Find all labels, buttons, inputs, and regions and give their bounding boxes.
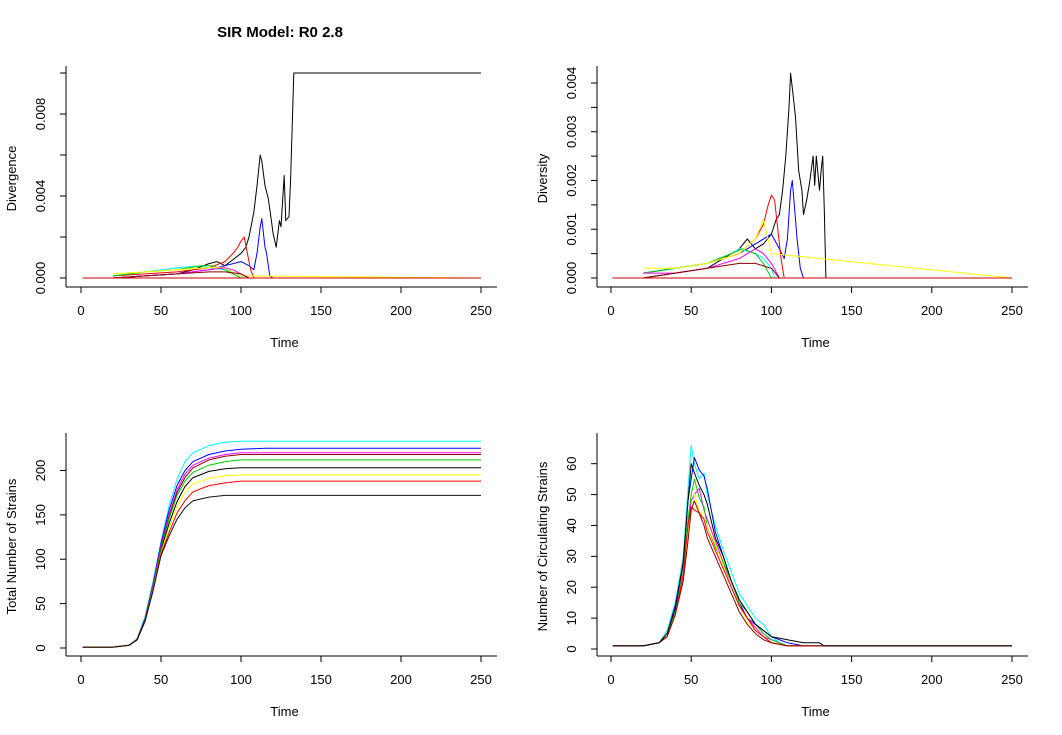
y-tick-label: 0.001 <box>564 213 579 246</box>
y-axis-label: Total Number of Strains <box>4 478 19 614</box>
x-tick-label: 100 <box>230 303 252 318</box>
series-line <box>112 271 481 279</box>
x-tick-label: 0 <box>77 303 84 318</box>
x-axis-label: Time <box>270 335 298 350</box>
y-tick-label: 40 <box>564 518 579 532</box>
x-tick-label: 50 <box>684 303 698 318</box>
y-axis-label: Number of Circulating Strains <box>535 461 550 631</box>
y-tick-label: 50 <box>564 487 579 501</box>
y-tick-label: 100 <box>33 548 48 570</box>
x-tick-label: 250 <box>1001 303 1023 318</box>
series-line <box>112 236 481 279</box>
y-tick-label: 150 <box>33 504 48 526</box>
y-tick-label: 200 <box>33 460 48 482</box>
x-tick-label: 100 <box>230 672 252 687</box>
series-line <box>82 494 481 648</box>
y-axis-label: Diversity <box>535 153 550 203</box>
y-tick-label: 0.000 <box>33 262 48 295</box>
x-axis-label: Time <box>801 704 829 719</box>
x-axis-label: Time <box>801 335 829 350</box>
y-tick-label: 0.000 <box>564 262 579 295</box>
x-tick-label: 250 <box>470 672 492 687</box>
series-line <box>612 463 1012 647</box>
x-tick-label: 50 <box>154 303 168 318</box>
x-tick-label: 200 <box>390 672 412 687</box>
y-tick-label: 0.004 <box>33 180 48 213</box>
page-title: SIR Model: R0 2.8 <box>217 24 343 41</box>
y-axis-label: Divergence <box>4 146 19 212</box>
y-tick-label: 60 <box>564 456 579 470</box>
x-tick-label: 200 <box>921 672 943 687</box>
y-tick-label: 0.002 <box>564 164 579 197</box>
y-tick-label: 50 <box>33 596 48 610</box>
x-axis-label: Time <box>270 704 298 719</box>
x-tick-label: 0 <box>77 672 84 687</box>
x-tick-label: 250 <box>1001 672 1023 687</box>
y-tick-label: 0 <box>564 645 579 652</box>
x-tick-label: 200 <box>921 303 943 318</box>
series-line <box>643 262 1012 279</box>
x-tick-label: 150 <box>310 672 332 687</box>
series-line <box>612 500 1012 647</box>
y-tick-label: 0 <box>33 644 48 651</box>
y-tick-label: 0.003 <box>564 115 579 148</box>
y-tick-label: 20 <box>564 580 579 594</box>
x-tick-label: 150 <box>310 303 332 318</box>
y-tick-label: 10 <box>564 611 579 625</box>
series-line <box>612 72 1012 279</box>
y-tick-label: 0.008 <box>33 98 48 131</box>
series-line <box>612 506 1012 647</box>
x-tick-label: 50 <box>154 672 168 687</box>
x-tick-label: 200 <box>390 303 412 318</box>
x-tick-label: 0 <box>607 672 614 687</box>
y-tick-label: 30 <box>564 549 579 563</box>
x-tick-label: 150 <box>841 672 863 687</box>
series-line <box>112 267 482 279</box>
x-tick-label: 250 <box>470 303 492 318</box>
x-tick-label: 50 <box>684 672 698 687</box>
y-tick-label: 0.004 <box>564 67 579 100</box>
x-tick-label: 100 <box>761 303 783 318</box>
x-tick-label: 150 <box>841 303 863 318</box>
series-line <box>643 219 1013 279</box>
x-tick-label: 100 <box>761 672 783 687</box>
x-tick-label: 0 <box>607 303 614 318</box>
